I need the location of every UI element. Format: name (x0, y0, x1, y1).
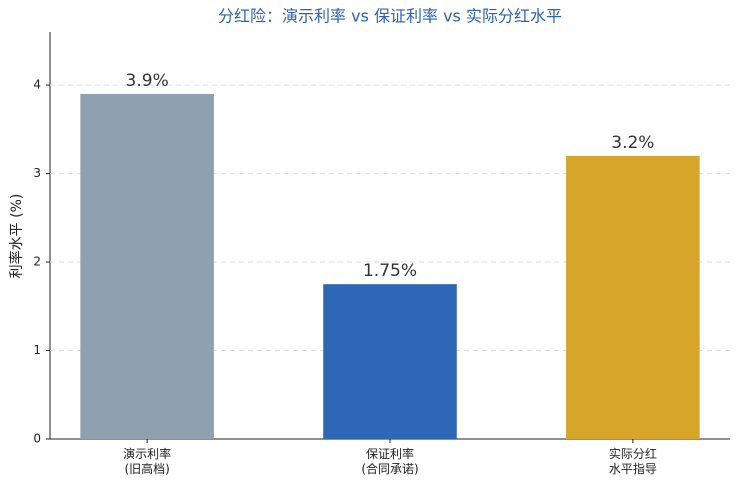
value-label: 3.9% (126, 71, 169, 91)
chart-title: 分红险：演示利率 vs 保证利率 vs 实际分红水平 (218, 7, 562, 26)
y-tick-label: 0 (33, 432, 41, 446)
y-tick-label: 4 (33, 78, 41, 92)
y-tick-label: 2 (33, 255, 41, 269)
bar (80, 93, 214, 439)
bar (323, 284, 457, 439)
x-tick-label: 保证利率 (合同承诺) (361, 447, 419, 476)
value-label: 3.2% (611, 133, 654, 153)
y-tick-label: 1 (33, 343, 41, 357)
x-tick-label: 演示利率 (旧高档) (123, 447, 172, 476)
y-axis-label: 利率水平 (%) (8, 194, 25, 279)
y-tick-label: 3 (33, 166, 41, 180)
value-label: 1.75% (363, 261, 417, 281)
bar (566, 155, 700, 439)
x-tick-label: 实际分红 水平指导 (608, 447, 657, 476)
